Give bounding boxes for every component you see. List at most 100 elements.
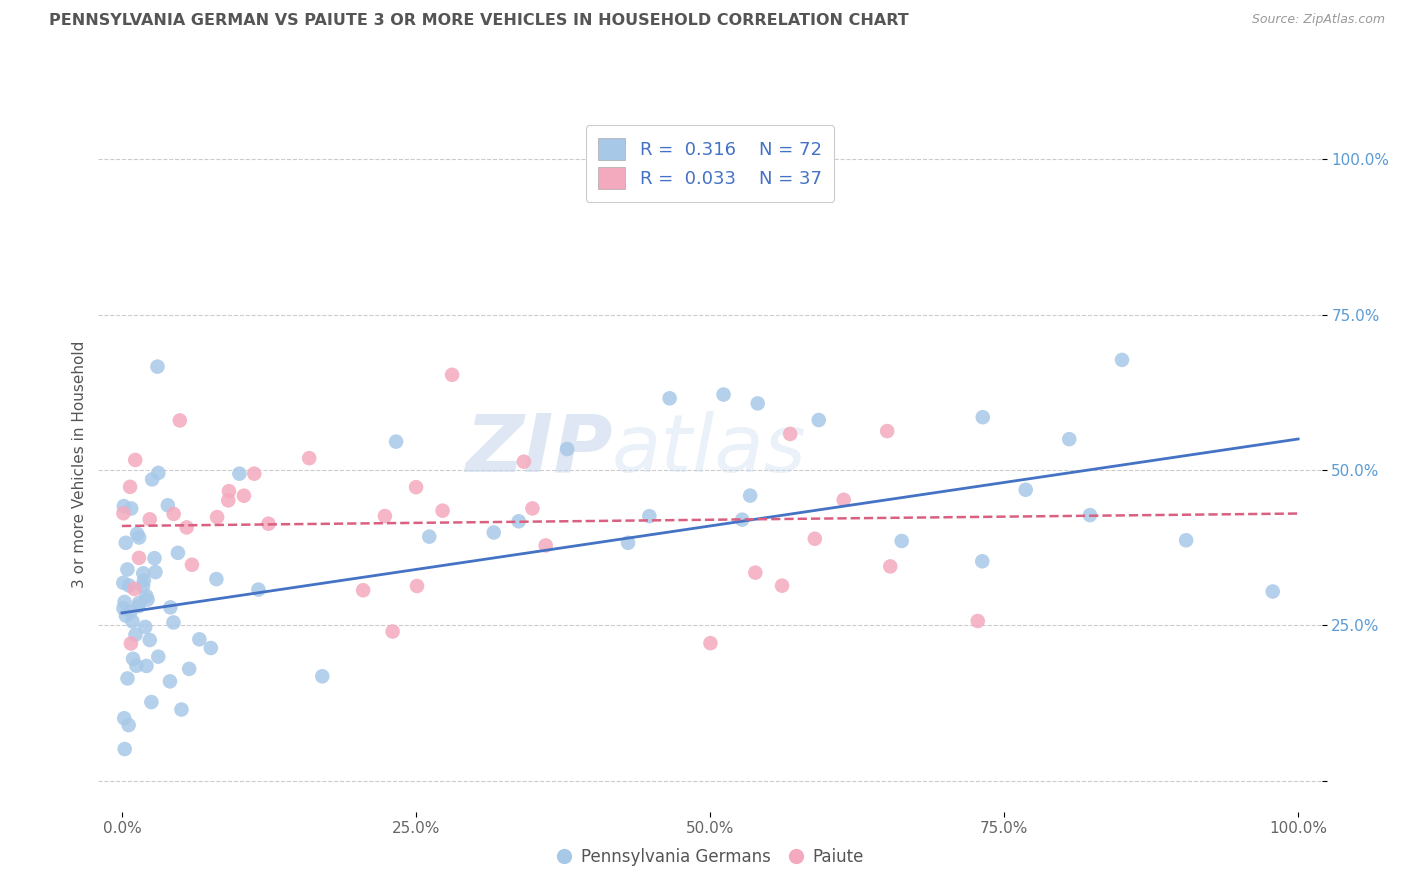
Point xyxy=(804,532,827,546)
Point xyxy=(163,507,186,521)
Point xyxy=(807,413,830,427)
Point xyxy=(117,562,139,576)
Point xyxy=(740,489,762,503)
Point xyxy=(134,620,156,634)
Point xyxy=(146,359,169,374)
Point xyxy=(115,608,138,623)
Point xyxy=(555,442,578,456)
Point xyxy=(188,632,211,647)
Point xyxy=(148,466,170,480)
Point xyxy=(128,550,150,565)
Point xyxy=(120,636,142,650)
Point xyxy=(112,575,135,590)
Point xyxy=(136,592,159,607)
Point xyxy=(232,489,254,503)
Point xyxy=(141,472,163,486)
Point xyxy=(534,538,557,552)
Point xyxy=(298,451,321,466)
Point xyxy=(482,525,505,540)
Point xyxy=(890,533,912,548)
Point xyxy=(205,572,228,586)
Point xyxy=(145,565,167,579)
Point xyxy=(879,559,901,574)
Point xyxy=(132,574,155,588)
Point xyxy=(148,649,170,664)
Point xyxy=(167,546,190,560)
Point xyxy=(731,513,754,527)
Point xyxy=(966,614,988,628)
Point xyxy=(124,582,146,596)
Point xyxy=(179,662,201,676)
Point xyxy=(441,368,464,382)
Point xyxy=(120,480,142,494)
Point xyxy=(159,600,181,615)
Point xyxy=(406,579,429,593)
Point xyxy=(176,520,198,534)
Point xyxy=(181,558,204,572)
Point xyxy=(385,434,408,449)
Point xyxy=(770,579,793,593)
Point xyxy=(200,640,222,655)
Point xyxy=(162,615,184,630)
Point xyxy=(247,582,270,597)
Point xyxy=(522,501,544,516)
Point xyxy=(876,424,898,438)
Point xyxy=(217,493,239,508)
Point xyxy=(311,669,333,683)
Point xyxy=(744,566,766,580)
Point xyxy=(1057,432,1080,446)
Point xyxy=(141,695,163,709)
Point xyxy=(125,658,148,673)
Point xyxy=(127,526,149,541)
Point xyxy=(120,605,142,619)
Point xyxy=(112,601,135,615)
Point xyxy=(135,589,157,603)
Point xyxy=(117,718,139,732)
Point xyxy=(120,501,142,516)
Text: PENNSYLVANIA GERMAN VS PAIUTE 3 OR MORE VEHICLES IN HOUSEHOLD CORRELATION CHART: PENNSYLVANIA GERMAN VS PAIUTE 3 OR MORE … xyxy=(49,13,908,29)
Legend: Pennsylvania Germans, Paiute: Pennsylvania Germans, Paiute xyxy=(550,842,870,873)
Point xyxy=(124,628,146,642)
Point xyxy=(638,509,661,524)
Point xyxy=(374,509,396,524)
Point xyxy=(159,674,181,689)
Point xyxy=(513,455,536,469)
Point xyxy=(218,484,240,499)
Point xyxy=(132,566,155,581)
Point xyxy=(1261,584,1284,599)
Point xyxy=(156,498,179,512)
Text: Source: ZipAtlas.com: Source: ZipAtlas.com xyxy=(1251,13,1385,27)
Point xyxy=(1015,483,1038,497)
Point xyxy=(112,506,135,520)
Point xyxy=(122,652,145,666)
Point xyxy=(139,512,162,526)
Point xyxy=(617,536,640,550)
Point xyxy=(112,711,135,725)
Point xyxy=(128,599,150,613)
Point xyxy=(114,536,136,550)
Point xyxy=(205,510,228,524)
Point xyxy=(699,636,721,650)
Point xyxy=(135,659,157,673)
Point xyxy=(779,427,801,442)
Point xyxy=(352,583,374,598)
Text: atlas: atlas xyxy=(612,411,807,489)
Point xyxy=(228,467,250,481)
Point xyxy=(972,554,994,568)
Point xyxy=(118,578,141,592)
Point xyxy=(972,410,994,425)
Point xyxy=(257,516,280,531)
Point xyxy=(418,530,440,544)
Point xyxy=(124,453,146,467)
Point xyxy=(747,396,769,410)
Point xyxy=(1078,508,1101,522)
Point xyxy=(508,514,530,528)
Point xyxy=(112,499,135,513)
Point xyxy=(1175,533,1198,548)
Point xyxy=(117,672,139,686)
Point xyxy=(143,551,166,566)
Point xyxy=(713,387,735,401)
Point xyxy=(169,413,191,427)
Point xyxy=(832,492,855,507)
Point xyxy=(114,595,136,609)
